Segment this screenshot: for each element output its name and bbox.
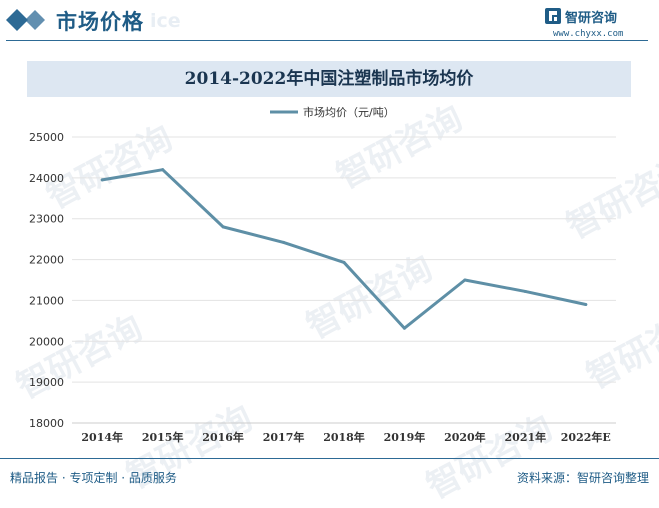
y-tick-label: 19000 [29,376,64,389]
x-tick-label: 2021年 [505,430,547,444]
y-tick-label: 22000 [29,254,64,267]
section-title: 市场价格 [56,10,144,34]
data-point [282,240,286,244]
diamond-icon [6,9,45,31]
data-point [584,303,588,307]
footer-tagline: 精品报告 · 专项定制 · 品质服务 [10,471,177,485]
data-point [161,168,165,172]
header-divider [6,40,648,41]
chart-title-band: 2014-2022年中国注塑制品市场均价 [27,61,631,97]
brand-name: 智研咨询 [565,11,618,26]
data-point [221,225,225,229]
x-tick-label: 2022年E [561,430,611,444]
x-tick-label: 2014年 [81,430,123,444]
x-tick-label: 2020年 [444,430,486,444]
y-tick-label: 25000 [29,131,64,144]
data-point [523,289,527,293]
series-line [100,168,588,330]
y-tick-label: 24000 [29,172,64,185]
brand-url: www.chyxx.com [553,29,624,39]
data-point [342,260,346,264]
data-point [463,278,467,282]
y-tick-label: 23000 [29,213,64,226]
y-tick-label: 18000 [29,417,64,430]
x-tick-label: 2018年 [323,430,365,444]
legend-label: 市场均价（元/吨） [303,105,395,119]
x-tick-label: 2019年 [384,430,426,444]
line-chart: 18000 19000 20000 21000 22000 23000 24000 25000… [29,105,616,444]
x-tick-label: 2015年 [142,430,184,444]
brand-logo-icon [545,8,561,24]
data-point [402,326,406,330]
x-tick-label: 2016年 [202,430,244,444]
y-tick-label: 20000 [29,335,64,348]
y-tick-label: 21000 [29,294,64,307]
brand: 智研咨询 www.chyxx.com [545,6,645,40]
chart-title: 2014-2022年中国注塑制品市场均价 [184,69,474,89]
section-title-ghost-text: ice [150,10,181,32]
header: 市场价格 ice 智研咨询 www.chyxx.com [0,0,659,44]
footer-source: 资料来源：智研咨询整理 [516,471,649,485]
x-tick-label: 2017年 [263,430,305,444]
data-point [100,178,104,182]
footer-divider [0,458,659,459]
